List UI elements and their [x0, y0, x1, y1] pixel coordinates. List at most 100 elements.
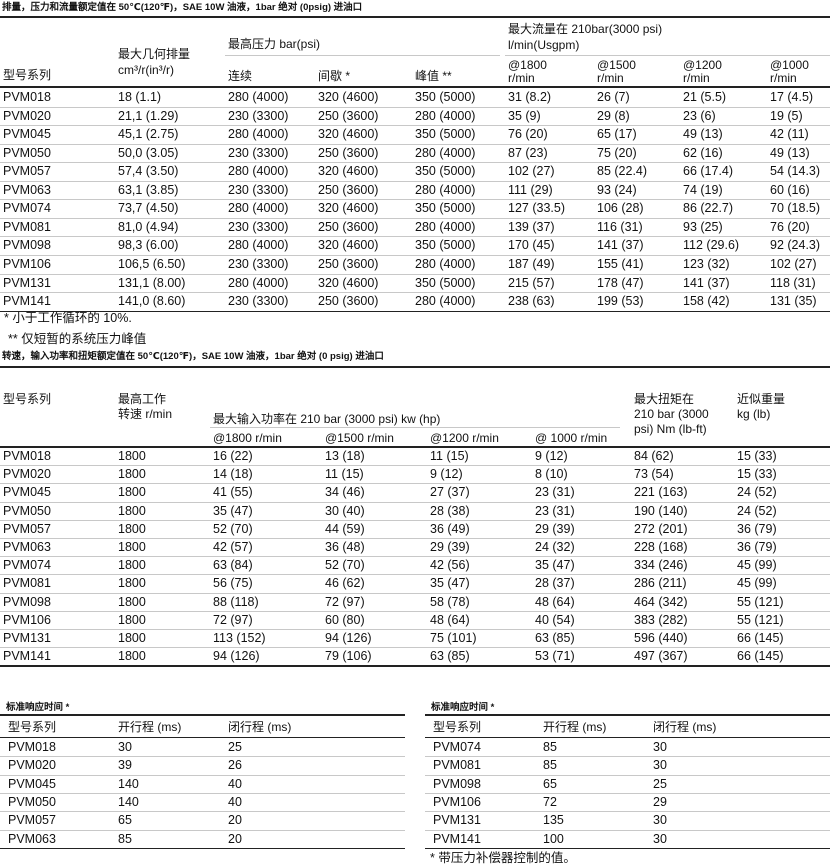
cell-text: 66 (17.4) — [683, 164, 734, 179]
rule — [425, 829, 830, 831]
cell-text: 48 (64) — [430, 612, 470, 627]
cell-text: 31 (8.2) — [508, 90, 552, 104]
cell-text: 383 (282) — [634, 612, 688, 627]
cell-text: PVM045 — [3, 127, 51, 142]
cell-text: 29 (39) — [430, 540, 470, 554]
caption: 排量，压力和流量额定值在 50℃(120℉)，SAE 10W 油液，1bar 绝… — [2, 2, 363, 13]
cell-text: 250 (3600) — [318, 145, 379, 160]
cell-text: 199 (53) — [597, 294, 644, 309]
caption: 标准响应时间 * — [6, 702, 70, 713]
cell-text: 42 (57) — [213, 540, 253, 554]
cell-text: PVM050 — [8, 794, 56, 809]
cell-text: 131,1 (8.00) — [118, 275, 186, 290]
cell-text: PVM106 — [3, 612, 51, 627]
cell-text: 79 (106) — [325, 649, 372, 664]
cell-text: PVM141 — [3, 294, 51, 309]
rule — [210, 427, 620, 428]
cell-text: PVM063 — [3, 182, 51, 197]
cell-text: 60 (16) — [770, 182, 810, 197]
column-header: @1500 — [597, 58, 636, 72]
column-header: 210 bar (3000 — [634, 407, 709, 421]
footnote: ** 仅短暂的系统压力峰值 — [8, 332, 147, 346]
cell-text: PVM063 — [3, 540, 51, 554]
rule — [425, 756, 830, 758]
rule — [0, 774, 405, 776]
cell-text: 106,5 (6.50) — [118, 256, 186, 271]
cell-text: 44 (59) — [325, 521, 365, 536]
cell-text: 24 (32) — [535, 540, 575, 554]
group-header: l/min(Usgpm) — [508, 38, 580, 52]
cell-text: 52 (70) — [213, 521, 253, 536]
cell-text: 102 (27) — [508, 164, 555, 179]
cell-text: 280 (4000) — [228, 275, 289, 290]
cell-text: 45 (99) — [737, 576, 777, 591]
cell-text: 1800 — [118, 612, 146, 627]
cell-text: 1800 — [118, 485, 146, 500]
cell-text: 25 — [653, 776, 667, 791]
rule — [0, 714, 405, 716]
cell-text: 320 (4600) — [318, 90, 379, 104]
cell-text: 57,4 (3.50) — [118, 164, 179, 179]
column-header: @1500 r/min — [325, 431, 394, 445]
cell-text: 100 — [543, 831, 564, 846]
cell-text: 26 (7) — [597, 90, 630, 104]
cell-text: 34 (46) — [325, 485, 365, 500]
rule — [0, 16, 830, 18]
column-header: 型号系列 — [3, 392, 52, 406]
cell-text: 1800 — [118, 449, 146, 463]
cell-text: 24 (52) — [737, 503, 777, 518]
cell-text: 230 (3300) — [228, 256, 289, 271]
cell-text: 94 (126) — [325, 631, 372, 645]
rule — [225, 55, 500, 56]
column-header: 开行程 (ms) — [543, 720, 607, 734]
cell-text: 19 (5) — [770, 108, 803, 123]
cell-text: PVM141 — [3, 649, 51, 664]
cell-text: 158 (42) — [683, 294, 730, 309]
cell-text: 15 (33) — [737, 449, 777, 463]
cell-text: 74 (19) — [683, 182, 723, 197]
cell-text: PVM045 — [8, 776, 56, 791]
cell-text: 280 (4000) — [228, 238, 289, 253]
cell-text: 1800 — [118, 521, 146, 536]
cell-text: 116 (31) — [597, 219, 643, 234]
cell-text: 45 (99) — [737, 558, 777, 573]
rule — [0, 538, 830, 539]
cell-text: 65 — [118, 813, 132, 828]
cell-text: 131 (35) — [770, 294, 817, 309]
column-header: 闭行程 (ms) — [653, 720, 717, 734]
cell-text: 1800 — [118, 594, 146, 609]
column-header: 连续 — [228, 69, 253, 83]
cell-text: 230 (3300) — [228, 182, 289, 197]
column-header: r/min — [508, 71, 535, 85]
cell-text: 41 (55) — [213, 485, 253, 500]
cell-text: 230 (3300) — [228, 108, 289, 123]
cell-text: 272 (201) — [634, 521, 688, 536]
rule — [425, 847, 830, 850]
cell-text: 113 (152) — [213, 631, 266, 645]
cell-text: 66 (145) — [737, 649, 784, 664]
cell-text: 49 (13) — [770, 145, 810, 160]
cell-text: 280 (4000) — [228, 164, 289, 179]
cell-text: PVM045 — [3, 485, 51, 500]
cell-text: 280 (4000) — [415, 294, 476, 309]
rule — [0, 519, 830, 521]
cell-text: 280 (4000) — [415, 182, 476, 197]
cell-text: 111 (29) — [508, 182, 553, 197]
cell-text: 36 (79) — [737, 521, 777, 536]
cell-text: 141,0 (8.60) — [118, 294, 186, 309]
cell-text: 35 (47) — [430, 576, 470, 591]
cell-text: PVM018 — [3, 90, 51, 104]
cell-text: 320 (4600) — [318, 164, 379, 179]
cell-text: 36 (48) — [325, 540, 365, 554]
cell-text: 228 (168) — [634, 540, 688, 554]
cell-text: 190 (140) — [634, 503, 688, 518]
cell-text: 26 — [228, 758, 242, 773]
cell-text: PVM131 — [3, 275, 51, 290]
cell-text: 94 (126) — [213, 649, 260, 664]
cell-text: 40 (54) — [535, 612, 575, 627]
cell-text: PVM074 — [3, 558, 51, 573]
cell-text: 70 (18.5) — [770, 201, 821, 216]
rule — [0, 574, 830, 576]
cell-text: 141 (37) — [683, 275, 730, 290]
